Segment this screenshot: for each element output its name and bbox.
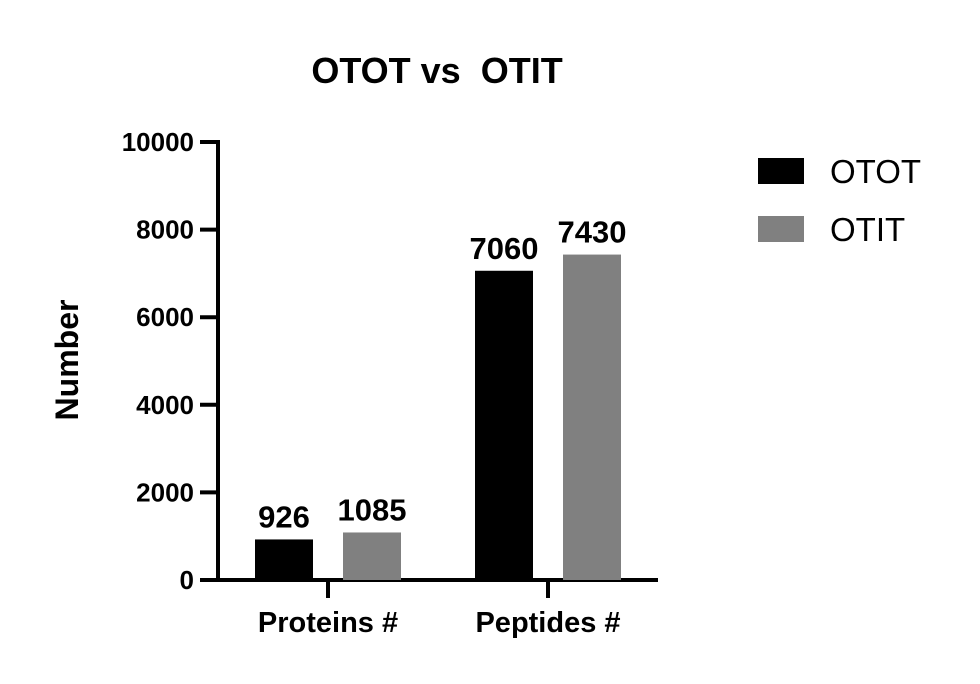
x-tick-label: Peptides # (475, 607, 620, 639)
legend-label: OTIT (830, 211, 905, 248)
bar (255, 539, 313, 580)
x-axis: Proteins # Peptides # (216, 578, 658, 639)
y-tick-label: 2000 (136, 477, 194, 507)
data-label: 926 (258, 499, 310, 534)
bar (343, 532, 401, 580)
x-tick-label: Proteins # (258, 607, 398, 639)
y-axis-label: Number (49, 300, 85, 421)
legend-swatch (758, 216, 804, 242)
bar (563, 254, 621, 581)
y-axis: 0 2000 4000 6000 8000 10000 (122, 127, 220, 595)
data-label: 7060 (470, 231, 539, 266)
data-label: 1085 (338, 492, 407, 527)
chart-title: OTOT vs OTIT (311, 50, 562, 91)
bars (255, 254, 621, 581)
legend-label: OTOT (830, 153, 921, 190)
y-tick-label: 10000 (122, 127, 194, 157)
bar (475, 270, 533, 580)
data-labels: 926 1085 7060 7430 (258, 215, 626, 535)
data-label: 7430 (558, 215, 627, 250)
legend: OTOT OTIT (758, 153, 921, 248)
y-tick-label: 0 (180, 565, 194, 595)
y-tick-label: 6000 (136, 302, 194, 332)
legend-swatch (758, 158, 804, 184)
y-tick-label: 4000 (136, 390, 194, 420)
y-tick-label: 8000 (136, 215, 194, 245)
